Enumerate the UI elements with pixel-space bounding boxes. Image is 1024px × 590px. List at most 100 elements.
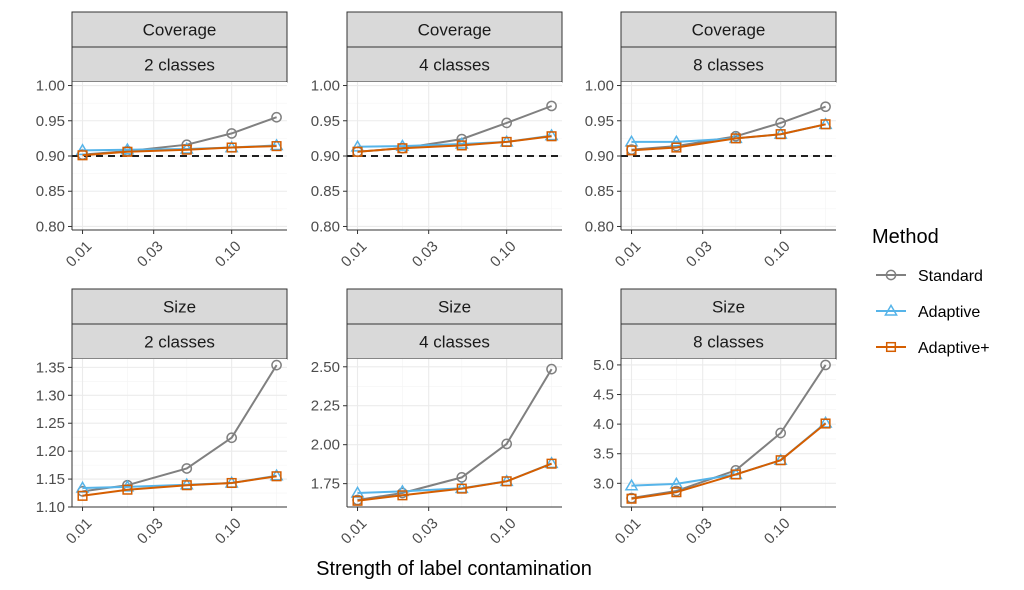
y-tick-label: 3.5 [593, 446, 614, 463]
data-point [456, 140, 467, 151]
data-point [820, 359, 831, 371]
data-point [669, 134, 684, 147]
y-tick-label: 1.20 [36, 443, 65, 460]
strip-classes-label: 2 classes [144, 333, 215, 352]
strip-metric-label: Coverage [143, 21, 217, 40]
x-tick-label: 0.01 [63, 515, 96, 548]
legend-entry: Adaptive+ [876, 340, 990, 357]
x-tick-label: 0.10 [487, 515, 520, 548]
strip-metric-label: Size [438, 298, 471, 317]
data-point [671, 487, 682, 498]
data-point [179, 477, 194, 490]
data-point [352, 495, 363, 506]
facet-panel: Size 8 classes 3.0 3.5 4.0 4.5 5.0 0.01 0.03 0.10 [593, 288, 837, 548]
x-tick-label: 0.10 [212, 238, 245, 271]
y-tick-label: 0.85 [311, 183, 340, 200]
legend-marker [885, 341, 897, 353]
data-point [544, 128, 559, 141]
y-tick-label: 4.0 [593, 416, 614, 433]
y-tick-label: 0.90 [36, 148, 65, 165]
x-tick-label: 0.03 [134, 515, 167, 548]
x-tick-label: 0.10 [761, 515, 794, 548]
data-point [269, 138, 284, 151]
y-tick-label: 4.5 [593, 387, 614, 404]
legend-marker [885, 269, 897, 281]
y-tick-label: 3.0 [593, 475, 614, 492]
data-point [775, 427, 787, 439]
series-line [357, 368, 553, 501]
strip-metric [620, 288, 837, 325]
y-tick-label: 1.25 [36, 415, 65, 432]
data-point [546, 131, 557, 142]
data-point [454, 136, 469, 149]
data-point [271, 471, 282, 482]
y-tick-label: 0.80 [585, 218, 614, 235]
y-tick-label: 2.25 [311, 398, 340, 415]
facet-panel: Size 2 classes 1.10 1.15 1.20 1.25 1.30 1.35 0.0… [36, 288, 288, 548]
strip-classes [346, 46, 563, 83]
data-point [820, 119, 831, 130]
y-tick-label: 0.95 [311, 113, 340, 130]
data-point [501, 476, 512, 487]
strip-classes-label: 4 classes [419, 333, 490, 352]
series-line [631, 123, 826, 152]
strip-classes [620, 46, 837, 83]
strip-metric-label: Size [163, 298, 196, 317]
legend-label: Adaptive [918, 304, 980, 321]
data-point [820, 418, 831, 429]
x-tick-label: 0.03 [683, 238, 716, 271]
y-tick-label: 0.90 [311, 148, 340, 165]
data-point [122, 484, 133, 495]
x-tick-label: 0.03 [409, 515, 442, 548]
x-tick-label: 0.10 [212, 515, 245, 548]
legend-label: Standard [918, 268, 983, 285]
plot-area [621, 359, 836, 507]
data-point [397, 490, 408, 501]
data-point [456, 483, 467, 494]
strip-classes-label: 2 classes [144, 56, 215, 75]
y-tick-label: 1.75 [311, 476, 340, 493]
data-point [546, 458, 557, 469]
data-point [775, 129, 786, 140]
data-point [120, 142, 135, 155]
plot-area [347, 359, 562, 507]
strip-classes-label: 8 classes [693, 56, 764, 75]
legend-entry: Standard [876, 268, 983, 285]
y-tick-label: 2.50 [311, 359, 340, 376]
y-tick-label: 1.00 [585, 78, 614, 95]
data-point [397, 143, 408, 154]
strip-classes [620, 323, 837, 360]
y-tick-label: 0.85 [585, 183, 614, 200]
data-point [501, 438, 513, 450]
data-point [181, 144, 192, 155]
data-point [181, 480, 192, 491]
y-tick-label: 0.90 [585, 148, 614, 165]
series-line [357, 135, 552, 153]
strip-metric [71, 288, 288, 325]
strip-classes [71, 46, 288, 83]
data-point [626, 145, 637, 156]
data-point [179, 141, 194, 154]
strip-classes [71, 323, 288, 360]
series-line [631, 105, 826, 151]
strip-metric-label: Size [712, 298, 745, 317]
x-tick-label: 0.03 [683, 515, 716, 548]
strip-metric-label: Coverage [418, 21, 492, 40]
strip-metric-label: Coverage [692, 21, 766, 40]
x-tick-label: 0.10 [761, 238, 794, 271]
legend-label: Adaptive+ [918, 340, 990, 357]
data-point [546, 100, 557, 112]
data-point [226, 142, 237, 153]
y-tick-label: 0.85 [36, 183, 65, 200]
data-point [546, 363, 557, 375]
y-tick-label: 1.15 [36, 471, 65, 488]
data-point [269, 468, 284, 481]
panel-grid: Coverage 2 classes 0.80 0.85 0.90 0.95 1.00 0.0… [36, 11, 837, 548]
data-point [395, 139, 410, 151]
facet-panel: Coverage 4 classes 0.80 0.85 0.90 0.95 1.00 0.0… [311, 11, 563, 271]
series-line [631, 422, 827, 500]
x-tick-label: 0.01 [612, 238, 645, 271]
strip-metric [346, 288, 563, 325]
x-tick-label: 0.01 [338, 515, 371, 548]
